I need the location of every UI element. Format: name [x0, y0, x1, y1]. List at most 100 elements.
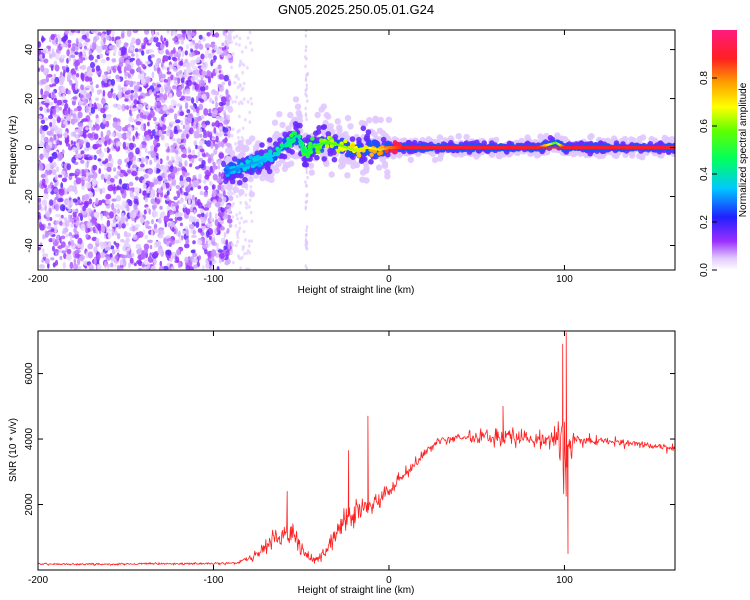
- noise-speckle: [153, 166, 157, 174]
- noise-speckle: [185, 208, 191, 215]
- noise-speckle: [149, 159, 153, 166]
- noise-speckle: [239, 201, 243, 205]
- noise-speckle: [223, 112, 227, 120]
- noise-speckle: [87, 156, 93, 161]
- noise-speckle: [95, 237, 100, 244]
- noise-speckle: [205, 263, 210, 269]
- noise-speckle: [215, 101, 219, 109]
- noise-speckle: [218, 107, 224, 112]
- noise-speckle: [177, 261, 181, 269]
- ridge-halo: [273, 167, 280, 174]
- ridge-halo: [239, 150, 246, 158]
- noise-speckle: [177, 212, 183, 217]
- noise-speckle: [203, 207, 210, 211]
- noise-speckle: [140, 251, 146, 259]
- noise-speckle: [41, 259, 45, 263]
- noise-speckle: [96, 253, 101, 260]
- noise-speckle: [94, 123, 100, 131]
- noise-speckle: [40, 88, 44, 96]
- ridge-halo: [339, 153, 346, 161]
- noise-speckle: [249, 210, 253, 215]
- noise-speckle: [38, 48, 42, 56]
- noise-speckle: [51, 169, 57, 176]
- noise-speckle: [52, 108, 57, 116]
- noise-speckle: [38, 246, 42, 251]
- noise-speckle: [59, 140, 62, 146]
- ridge-halo: [334, 118, 341, 125]
- noise-speckle: [232, 35, 236, 40]
- noise-speckle: [49, 161, 54, 166]
- noise-speckle: [198, 43, 204, 50]
- noise-speckle: [96, 89, 103, 94]
- noise-speckle: [128, 152, 134, 160]
- noise-speckle: [246, 100, 250, 104]
- noise-speckle: [167, 85, 172, 92]
- noise-speckle: [64, 102, 69, 110]
- noise-speckle: [172, 166, 178, 174]
- noise-speckle: [49, 217, 53, 221]
- noise-speckle: [115, 36, 121, 40]
- noise-speckle: [186, 176, 192, 182]
- noise-speckle: [59, 255, 63, 261]
- noise-speckle: [175, 153, 179, 161]
- noise-speckle: [147, 55, 152, 61]
- noise-speckle: [59, 237, 62, 244]
- noise-speckle: [182, 230, 187, 235]
- noise-speckle: [208, 181, 213, 186]
- noise-speckle: [60, 43, 66, 48]
- noise-speckle: [81, 30, 86, 36]
- noise-speckle: [91, 216, 97, 224]
- noise-speckle: [140, 73, 145, 79]
- ridge-halo: [247, 175, 254, 183]
- streak-speckle: [305, 184, 308, 188]
- ridge-halo: [251, 167, 257, 173]
- noise-speckle: [188, 127, 194, 135]
- noise-speckle: [237, 136, 240, 140]
- ridge-halo: [327, 123, 334, 130]
- noise-speckle: [218, 74, 225, 80]
- noise-speckle: [200, 66, 206, 70]
- noise-speckle: [104, 147, 108, 152]
- ridge-halo: [323, 160, 330, 167]
- noise-speckle: [172, 178, 177, 186]
- noise-speckle: [201, 114, 205, 120]
- noise-speckle: [190, 77, 194, 82]
- noise-speckle: [135, 38, 141, 46]
- noise-speckle: [117, 84, 122, 91]
- noise-speckle: [145, 206, 150, 212]
- noise-speckle: [181, 50, 185, 58]
- noise-speckle: [228, 195, 234, 202]
- noise-speckle: [71, 43, 77, 48]
- noise-speckle: [164, 170, 168, 178]
- noise-speckle: [210, 216, 213, 223]
- noise-speckle: [80, 72, 84, 80]
- noise-speckle: [83, 132, 87, 139]
- noise-speckle: [140, 77, 146, 85]
- streak-speckle: [304, 200, 307, 204]
- noise-speckle: [148, 49, 154, 53]
- noise-speckle: [117, 132, 122, 139]
- noise-speckle: [61, 170, 66, 176]
- ridge-halo: [561, 136, 569, 143]
- noise-speckle: [154, 61, 158, 69]
- noise-speckle: [42, 125, 48, 132]
- noise-speckle: [189, 105, 194, 109]
- noise-speckle: [186, 79, 192, 87]
- noise-speckle: [246, 66, 249, 70]
- noise-speckle: [217, 184, 222, 191]
- noise-speckle: [107, 184, 114, 192]
- noise-speckle: [88, 111, 92, 116]
- noise-speckle: [77, 243, 81, 248]
- noise-speckle: [99, 188, 103, 195]
- noise-speckle: [222, 196, 227, 203]
- noise-speckle: [207, 43, 210, 48]
- ridge-halo: [349, 136, 356, 142]
- noise-speckle: [74, 168, 81, 176]
- noise-speckle: [49, 110, 53, 118]
- noise-speckle: [106, 228, 112, 232]
- noise-speckle: [166, 205, 171, 211]
- ridge-halo: [267, 137, 273, 143]
- noise-speckle: [100, 213, 104, 221]
- noise-speckle: [231, 127, 235, 132]
- noise-speckle: [81, 169, 86, 176]
